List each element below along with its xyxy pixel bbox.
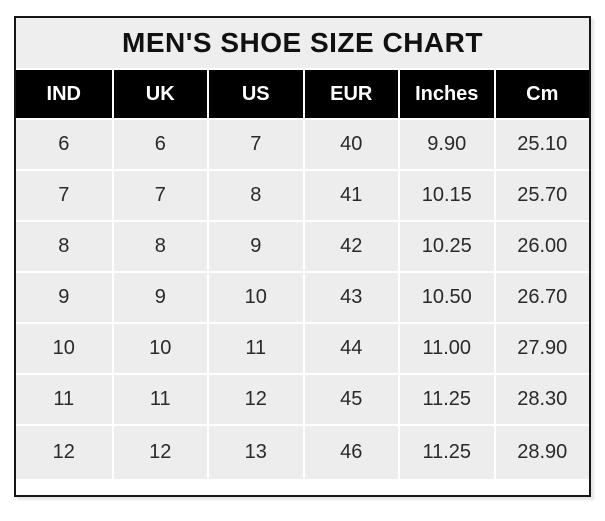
table-cell: 43 (302, 273, 398, 324)
table-cell: 9 (16, 273, 112, 324)
table-cell: 26.70 (493, 273, 589, 324)
table-cell: 10 (16, 324, 112, 375)
column-header-cm: Cm (493, 70, 589, 120)
table-cell: 6 (16, 120, 112, 171)
table-cell: 8 (16, 222, 112, 273)
table-row: 11 11 12 45 11.25 28.30 (16, 375, 589, 426)
table-cell: 11 (111, 375, 207, 426)
column-header-uk: UK (111, 70, 207, 120)
table-cell: 10.50 (398, 273, 494, 324)
table-cell: 7 (111, 171, 207, 222)
column-header-eur: EUR (302, 70, 398, 120)
table-cell: 8 (207, 171, 303, 222)
table-cell: 11 (16, 375, 112, 426)
table-cell: 9 (111, 273, 207, 324)
table-cell: 25.70 (493, 171, 589, 222)
table-cell: 7 (207, 120, 303, 171)
table-cell: 9.90 (398, 120, 494, 171)
table-cell: 11.00 (398, 324, 494, 375)
table-cell: 12 (207, 375, 303, 426)
table-row: 8 8 9 42 10.25 26.00 (16, 222, 589, 273)
table-cell: 10 (207, 273, 303, 324)
table-cell: 26.00 (493, 222, 589, 273)
header-row: IND UK US EUR Inches Cm (16, 70, 589, 120)
column-header-us: US (207, 70, 303, 120)
table-cell: 12 (16, 426, 112, 479)
column-header-inches: Inches (398, 70, 494, 120)
column-header-ind: IND (16, 70, 112, 120)
table-cell: 11.25 (398, 375, 494, 426)
table-cell: 12 (111, 426, 207, 479)
table-row: 10 10 11 44 11.00 27.90 (16, 324, 589, 375)
table-body: 6 6 7 40 9.90 25.10 7 7 8 41 10.15 25.70… (16, 120, 589, 479)
table-cell: 28.90 (493, 426, 589, 479)
table-row: 6 6 7 40 9.90 25.10 (16, 120, 589, 171)
table-cell: 10.25 (398, 222, 494, 273)
size-table: IND UK US EUR Inches Cm 6 6 7 40 9.90 25… (16, 70, 589, 479)
table-cell: 25.10 (493, 120, 589, 171)
chart-title: MEN'S SHOE SIZE CHART (16, 18, 589, 70)
shoe-size-chart: MEN'S SHOE SIZE CHART IND UK US EUR Inch… (14, 16, 591, 497)
table-cell: 46 (302, 426, 398, 479)
table-cell: 7 (16, 171, 112, 222)
table-row: 7 7 8 41 10.15 25.70 (16, 171, 589, 222)
table-cell: 11.25 (398, 426, 494, 479)
table-cell: 11 (207, 324, 303, 375)
table-row: 12 12 13 46 11.25 28.90 (16, 426, 589, 479)
table-cell: 13 (207, 426, 303, 479)
table-cell: 28.30 (493, 375, 589, 426)
table-cell: 45 (302, 375, 398, 426)
table-cell: 10.15 (398, 171, 494, 222)
table-cell: 41 (302, 171, 398, 222)
table-cell: 42 (302, 222, 398, 273)
table-cell: 6 (111, 120, 207, 171)
table-cell: 40 (302, 120, 398, 171)
table-cell: 27.90 (493, 324, 589, 375)
table-header: IND UK US EUR Inches Cm (16, 70, 589, 120)
table-cell: 8 (111, 222, 207, 273)
table-cell: 10 (111, 324, 207, 375)
table-row: 9 9 10 43 10.50 26.70 (16, 273, 589, 324)
table-cell: 9 (207, 222, 303, 273)
table-cell: 44 (302, 324, 398, 375)
